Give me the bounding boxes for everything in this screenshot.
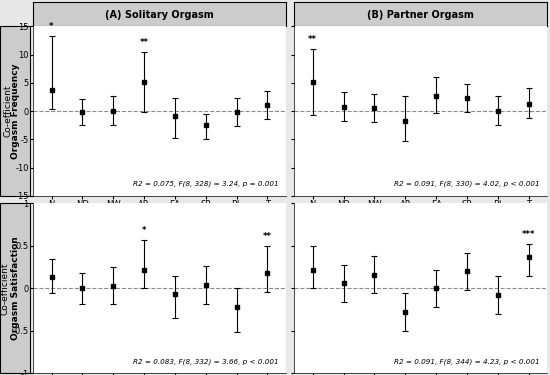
Text: R2 = 0.091, F(8, 344) = 4.23, p < 0.001: R2 = 0.091, F(8, 344) = 4.23, p < 0.001 [394, 358, 540, 364]
Text: Orgasm Satisfaction: Orgasm Satisfaction [10, 236, 20, 340]
Text: R2 = 0.091, F(8, 330) = 4.02, p < 0.001: R2 = 0.091, F(8, 330) = 4.02, p < 0.001 [394, 181, 540, 188]
X-axis label: Variable: Variable [400, 210, 442, 219]
Text: *: * [50, 22, 54, 31]
Text: **: ** [308, 35, 317, 44]
Text: *: * [142, 226, 146, 235]
Text: R2 = 0.075, F(8, 328) = 3.24, p = 0.001: R2 = 0.075, F(8, 328) = 3.24, p = 0.001 [133, 181, 278, 188]
Text: **: ** [140, 38, 148, 47]
Text: R2 = 0.083, F(8, 332) = 3.66, p < 0.001: R2 = 0.083, F(8, 332) = 3.66, p < 0.001 [133, 358, 278, 364]
Text: (B) Partner Orgasm: (B) Partner Orgasm [367, 10, 474, 20]
Text: ***: *** [522, 230, 536, 239]
X-axis label: Variable: Variable [139, 210, 180, 219]
Text: Orgasm Frequency: Orgasm Frequency [10, 63, 20, 159]
Y-axis label: Co-efficient: Co-efficient [1, 262, 10, 315]
Text: (A) Solitary Orgasm: (A) Solitary Orgasm [105, 10, 214, 20]
Text: **: ** [263, 232, 272, 241]
Y-axis label: Co-efficient: Co-efficient [3, 85, 13, 137]
